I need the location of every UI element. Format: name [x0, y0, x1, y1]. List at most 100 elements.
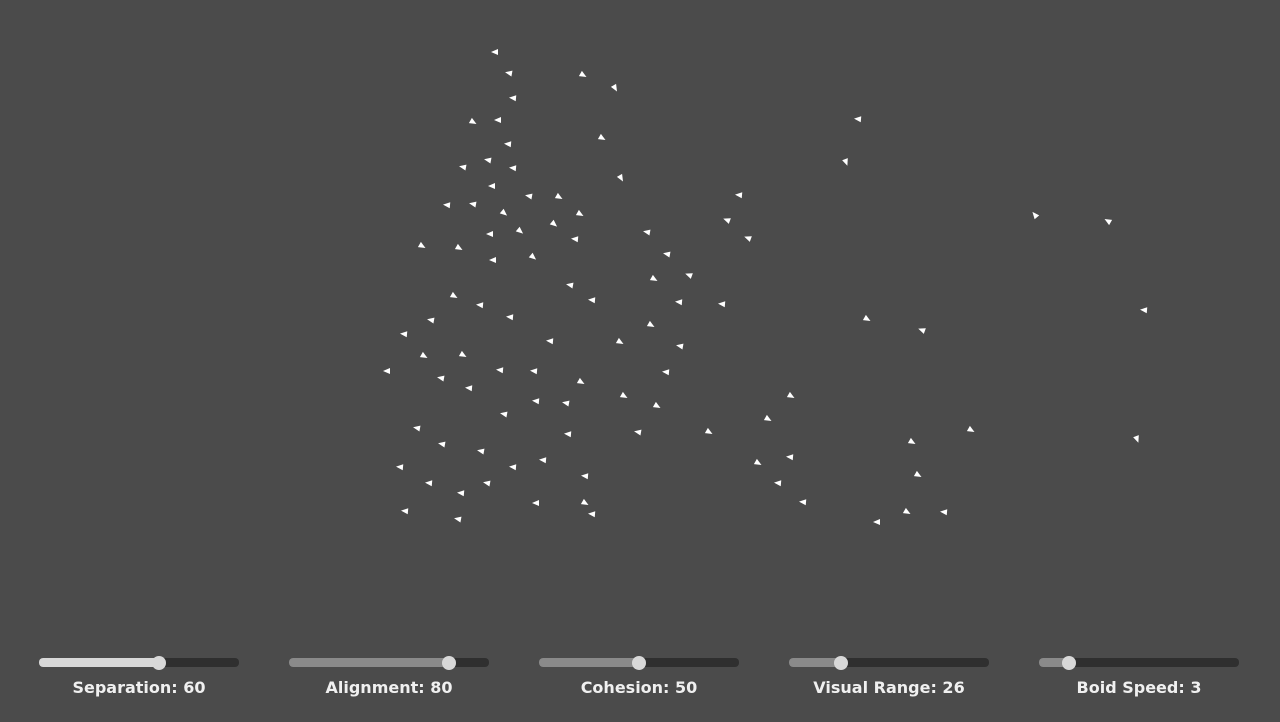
boid — [413, 424, 421, 431]
boid — [616, 338, 625, 347]
boid — [1103, 216, 1112, 225]
separation-slider-fill — [39, 658, 159, 667]
boid — [506, 314, 513, 321]
boid — [588, 297, 595, 304]
boid — [676, 342, 684, 349]
alignment-label: Alignment: 80 — [269, 678, 509, 697]
boid — [500, 209, 509, 218]
boid — [705, 428, 714, 437]
boid — [529, 253, 538, 262]
boid — [489, 257, 496, 263]
boid — [576, 210, 585, 219]
boid — [457, 490, 464, 497]
boid — [476, 302, 483, 309]
boid — [967, 426, 976, 435]
boid — [684, 271, 693, 279]
cohesion-slider[interactable] — [539, 658, 739, 667]
cohesion-slider-thumb[interactable] — [632, 656, 646, 670]
boid — [450, 292, 459, 301]
boid — [663, 250, 671, 257]
boid — [662, 369, 669, 376]
boid — [494, 117, 501, 123]
boid — [1133, 435, 1141, 444]
boid — [564, 431, 571, 438]
boid — [774, 480, 781, 487]
boid — [418, 242, 427, 251]
separation-label: Separation: 60 — [19, 678, 259, 697]
visual-range-slider-thumb[interactable] — [834, 656, 848, 670]
visual-range-slider[interactable] — [789, 658, 989, 667]
boid — [650, 275, 659, 284]
boid — [532, 398, 539, 405]
separation-slider-thumb[interactable] — [152, 656, 166, 670]
boid — [675, 299, 682, 306]
boid — [764, 415, 773, 424]
boid — [647, 321, 656, 330]
boid — [437, 374, 445, 381]
alignment-slider-fill — [289, 658, 449, 667]
cohesion-slider-fill — [539, 658, 639, 667]
boid — [940, 509, 947, 516]
boid — [579, 71, 588, 80]
boid — [555, 193, 564, 202]
boid — [401, 508, 408, 515]
alignment-slider-thumb[interactable] — [442, 656, 456, 670]
boid — [577, 378, 586, 387]
boid — [914, 471, 923, 480]
boid — [459, 351, 468, 360]
boid — [1140, 307, 1147, 314]
boid — [718, 301, 725, 308]
alignment-slider[interactable] — [289, 658, 489, 667]
boid — [488, 183, 495, 189]
visual-range-control: Visual Range: 26 — [789, 650, 989, 710]
boid-speed-control: Boid Speed: 3 — [1039, 650, 1239, 710]
boid — [581, 473, 588, 480]
controls-bar: Separation: 60 Alignment: 80 Cohesion: 5… — [0, 650, 1280, 710]
separation-control: Separation: 60 — [39, 650, 239, 710]
boid — [588, 511, 595, 518]
boid — [842, 158, 850, 167]
boid — [400, 331, 407, 338]
boid — [469, 200, 477, 207]
boid — [743, 234, 752, 242]
boid-speed-label: Boid Speed: 3 — [1019, 678, 1259, 697]
boid — [611, 84, 620, 93]
boid — [735, 192, 742, 199]
boid — [598, 134, 607, 143]
boid — [787, 392, 796, 401]
boid — [427, 316, 435, 323]
boid — [455, 244, 464, 253]
boid — [917, 326, 926, 334]
boid — [863, 315, 872, 324]
boid — [500, 410, 508, 417]
boid — [1030, 210, 1039, 219]
boid — [722, 216, 731, 224]
boid — [491, 49, 498, 55]
boid — [454, 515, 462, 522]
cohesion-label: Cohesion: 50 — [519, 678, 759, 697]
boid-speed-slider-thumb[interactable] — [1062, 656, 1076, 670]
boids-layer — [0, 0, 1280, 640]
boid — [799, 499, 806, 506]
separation-slider[interactable] — [39, 658, 239, 667]
boid — [903, 508, 912, 517]
boid — [571, 236, 578, 243]
boid-speed-slider[interactable] — [1039, 658, 1239, 667]
boid — [484, 156, 492, 163]
boid — [469, 118, 478, 127]
boid — [786, 454, 793, 461]
boid — [504, 141, 511, 148]
boid — [425, 480, 432, 487]
boid — [562, 399, 570, 406]
boid — [550, 220, 559, 229]
boid — [566, 281, 574, 288]
boid — [496, 367, 503, 374]
boid — [443, 202, 450, 209]
boid — [908, 438, 917, 447]
boid — [486, 231, 493, 237]
boid — [546, 338, 553, 345]
boid — [854, 116, 861, 123]
alignment-control: Alignment: 80 — [289, 650, 489, 710]
boid — [581, 499, 590, 508]
